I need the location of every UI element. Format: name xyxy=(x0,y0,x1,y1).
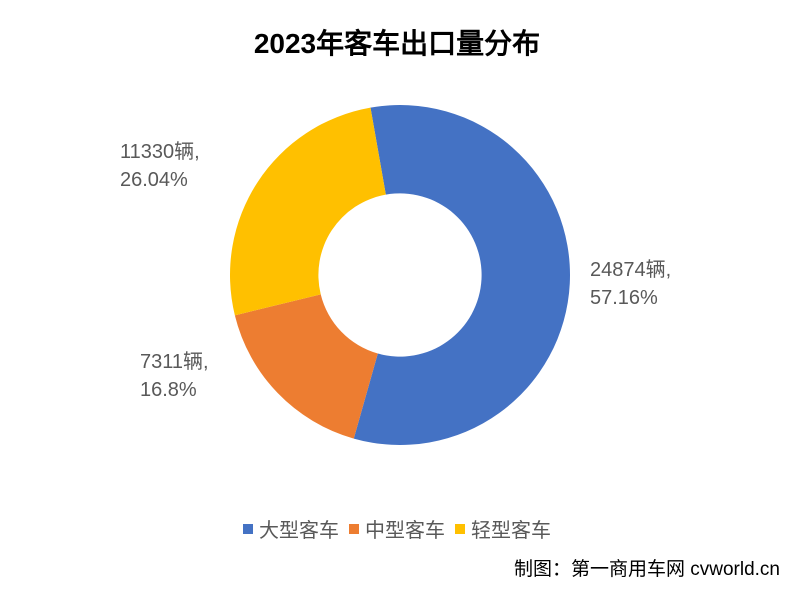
legend-marker xyxy=(243,524,253,534)
slice-label-large: 24874辆, 57.16% xyxy=(590,256,671,312)
legend-item-light: 轻型客车 xyxy=(455,514,551,543)
legend-marker xyxy=(455,524,465,534)
legend-label: 中型客车 xyxy=(365,514,445,543)
slice-label-medium: 7311辆, 16.8% xyxy=(140,348,209,404)
donut-chart xyxy=(230,105,570,445)
legend-item-large: 大型客车 xyxy=(243,514,339,543)
chart-container: 2023年客车出口量分布 24874辆, 57.16% 7311辆, 16.8%… xyxy=(0,0,794,591)
slice-label-percent: 16.8% xyxy=(140,376,209,404)
slice-label-value: 24874辆, xyxy=(590,256,671,284)
chart-title: 2023年客车出口量分布 xyxy=(0,22,794,62)
legend: 大型客车 中型客车 轻型客车 xyxy=(0,514,794,543)
donut-slice xyxy=(230,108,386,316)
legend-label: 大型客车 xyxy=(259,514,339,543)
slice-label-percent: 57.16% xyxy=(590,284,671,312)
donut-slice xyxy=(354,105,570,445)
slice-label-light: 11330辆, 26.04% xyxy=(120,138,200,194)
legend-label: 轻型客车 xyxy=(471,514,551,543)
attribution: 制图：第一商用车网 cvworld.cn xyxy=(514,554,780,581)
legend-marker xyxy=(349,524,359,534)
legend-item-medium: 中型客车 xyxy=(349,514,445,543)
slice-label-value: 11330辆, xyxy=(120,138,200,166)
donut-svg xyxy=(230,105,570,445)
slice-label-percent: 26.04% xyxy=(120,166,200,194)
slice-label-value: 7311辆, xyxy=(140,348,209,376)
donut-slice xyxy=(235,294,378,438)
